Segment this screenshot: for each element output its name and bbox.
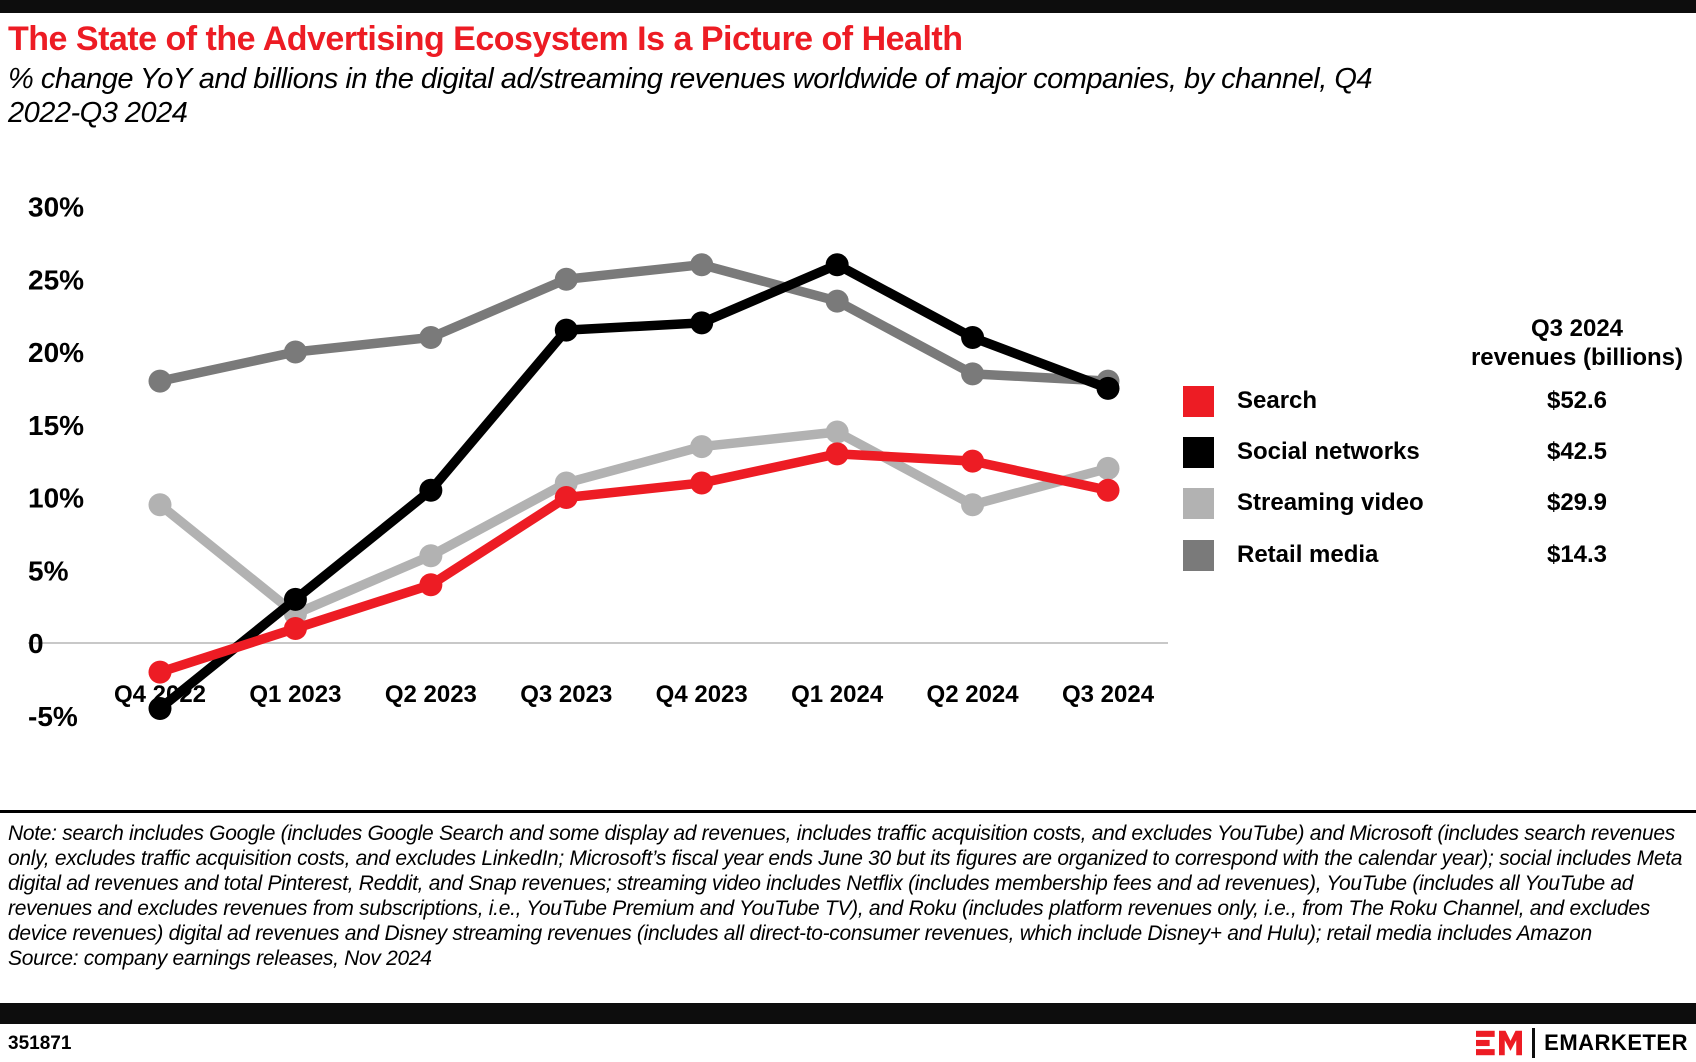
x-axis-label-q2-2023: Q2 2023 [385,681,477,708]
data-point-search-q4-2022 [148,660,172,684]
data-point-search-q2-2023 [419,573,443,597]
chart-id: 351871 [8,1033,72,1054]
y-axis-tick-30-: 30% [28,192,84,223]
series-line-social-networks [157,259,1110,713]
y-axis-tick-0: 0 [28,628,44,659]
data-point-search-q3-2024 [1096,478,1120,502]
legend-header-line2: revenues (billions) [1470,344,1684,371]
x-axis-label-q3-2023: Q3 2023 [520,681,612,708]
emarketer-logo: EMARKETER [1476,1027,1688,1059]
legend-revenue-value: $52.6 [1546,387,1608,414]
data-point-retail-media-q2-2024 [961,362,985,386]
em-logo-icon [1476,1030,1523,1056]
legend-column-header: Q3 2024 revenues (billions) [1437,314,1696,372]
top-bar [0,0,1696,13]
y-axis-tick-10-: 10% [28,483,84,514]
data-point-social-networks-q1-2023 [283,587,307,611]
data-point-search-q2-2024 [961,449,985,473]
retail-media-swatch [1183,540,1214,571]
legend-revenue-value: $42.5 [1546,438,1608,465]
data-point-retail-media-q4-2023 [690,253,714,277]
social-networks-swatch [1183,437,1214,468]
data-point-retail-media-q1-2023 [283,340,307,364]
data-point-search-q3-2023 [554,486,578,509]
data-point-search-q4-2023 [690,471,714,495]
x-axis-label-q2-2024: Q2 2024 [927,681,1020,708]
data-point-search-q1-2024 [825,442,849,466]
x-axis-label-q1-2024: Q1 2024 [791,681,884,708]
data-point-streaming-video-q2-2023 [419,544,443,568]
y-axis-tick--5-: -5% [28,701,78,732]
legend-label: Search [1237,387,1318,414]
data-point-streaming-video-q4-2023 [690,435,714,459]
legend-header-line1: Q3 2024 [1530,315,1624,342]
legend-revenue-value: $29.9 [1546,489,1608,516]
y-axis-tick-15-: 15% [28,410,84,441]
y-axis-tick-20-: 20% [28,337,84,368]
note-text: Note: search includes Google (includes G… [8,822,1683,945]
series-line-search [158,449,1110,677]
series-line-retail-media [159,259,1109,386]
chart-subtitle: % change YoY and billions in the digital… [8,63,1373,129]
search-swatch [1183,386,1214,417]
source-text: Source: company earnings releases, Nov 2… [8,947,432,970]
data-point-social-networks-q3-2023 [554,318,578,342]
y-axis-tick-5-: 5% [28,555,69,586]
data-point-streaming-video-q2-2024 [961,493,985,517]
footer: 351871 EMARKETER [0,1024,1696,1062]
legend-label: Streaming video [1237,489,1424,516]
series-line-streaming-video [157,427,1110,619]
legend-label: Social networks [1237,438,1420,465]
footnote-section: Note: search includes Google (includes G… [0,810,1696,971]
data-point-retail-media-q2-2023 [419,325,443,349]
data-point-streaming-video-q3-2024 [1096,456,1120,480]
data-point-social-networks-q4-2022 [148,696,172,720]
legend-label: Retail media [1237,541,1379,568]
data-point-streaming-video-q1-2024 [825,420,849,444]
bottom-bar [0,1003,1696,1024]
legend-revenue-value: $14.3 [1546,541,1608,568]
data-point-streaming-video-q4-2022 [148,493,172,517]
data-point-retail-media-q4-2022 [148,369,172,393]
x-axis-label-q1-2023: Q1 2023 [249,681,341,708]
streaming-video-swatch [1183,488,1214,519]
data-point-social-networks-q2-2024 [961,325,985,349]
x-axis-label-q3-2024: Q3 2024 [1062,681,1155,708]
brand-name: EMARKETER [1544,1030,1688,1055]
data-point-social-networks-q3-2024 [1096,376,1120,400]
data-point-social-networks-q2-2023 [419,478,443,502]
data-point-retail-media-q1-2024 [825,289,849,313]
x-axis-label-q4-2023: Q4 2023 [656,681,748,708]
y-axis-tick-25-: 25% [28,264,84,295]
page-title: The State of the Advertising Ecosystem I… [8,20,963,58]
data-point-social-networks-q1-2024 [825,253,849,277]
data-point-search-q1-2023 [283,616,307,640]
logo-divider [1532,1028,1536,1058]
data-point-social-networks-q4-2023 [690,311,714,335]
data-point-retail-media-q3-2023 [554,267,578,291]
